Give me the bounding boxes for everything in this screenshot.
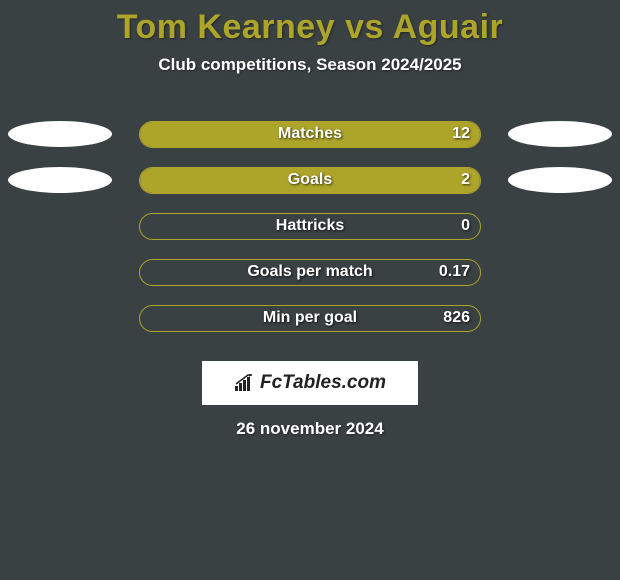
stat-bar: 826 Min per goal <box>139 305 481 332</box>
page-title: Tom Kearney vs Aguair <box>0 8 620 47</box>
stat-bar: 0.17 Goals per match <box>139 259 481 286</box>
stat-row: 2 Goals <box>0 157 620 203</box>
stat-label: Goals <box>288 171 332 189</box>
player-left-marker <box>8 121 112 147</box>
stat-bar: 0 Hattricks <box>139 213 481 240</box>
chart-icon <box>234 374 256 392</box>
stat-bar: 2 Goals <box>139 167 481 194</box>
stat-bar: 12 Matches <box>139 121 481 148</box>
stat-row: 826 Min per goal <box>0 295 620 341</box>
stat-label: Hattricks <box>276 217 344 235</box>
stat-row: 0 Hattricks <box>0 203 620 249</box>
stat-label: Min per goal <box>263 309 357 327</box>
logo-text: FcTables.com <box>260 372 386 394</box>
stat-label: Goals per match <box>247 263 372 281</box>
stat-row: 12 Matches <box>0 111 620 157</box>
player-right-marker <box>508 167 612 193</box>
page-subtitle: Club competitions, Season 2024/2025 <box>0 55 620 75</box>
stats-area: 12 Matches 2 Goals 0 Hattricks 0.17 Goals per m… <box>0 111 620 341</box>
logo-box: FcTables.com <box>202 361 418 405</box>
date-label: 26 november 2024 <box>0 419 620 439</box>
player-right-marker <box>508 121 612 147</box>
comparison-infographic: Tom Kearney vs Aguair Club competitions,… <box>0 0 620 439</box>
stat-value-right: 12 <box>452 125 470 143</box>
stat-row: 0.17 Goals per match <box>0 249 620 295</box>
stat-value-right: 826 <box>443 309 470 327</box>
stat-value-right: 2 <box>461 171 470 189</box>
stat-value-right: 0 <box>461 217 470 235</box>
player-left-marker <box>8 167 112 193</box>
stat-label: Matches <box>278 125 342 143</box>
stat-value-right: 0.17 <box>439 263 470 281</box>
